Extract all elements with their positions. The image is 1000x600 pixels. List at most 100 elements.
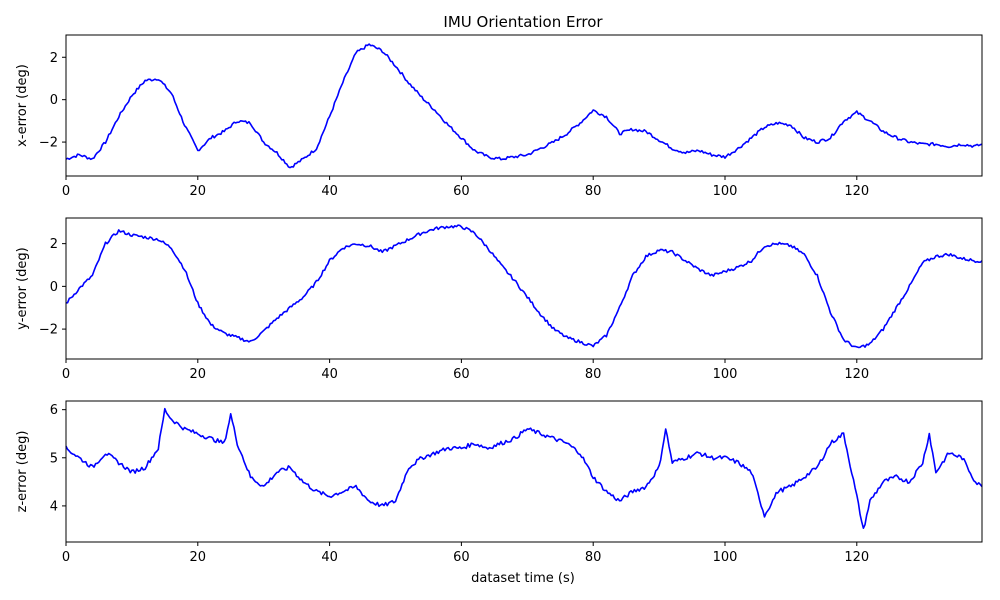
y-axis-label-z: z-error (deg) [15, 431, 30, 513]
data-point-z [250, 476, 252, 478]
data-point-z [540, 433, 542, 435]
data-point-y [447, 226, 449, 228]
data-point-z [579, 452, 581, 454]
x-tick-label: 40 [321, 550, 338, 565]
data-point-z [698, 452, 700, 454]
chart-title: IMU Orientation Error [443, 13, 603, 31]
data-point-z [566, 443, 568, 445]
data-point-z [606, 491, 608, 493]
data-point-y [619, 307, 621, 309]
data-point-x [790, 124, 792, 126]
data-point-y [263, 330, 265, 332]
data-point-y [329, 260, 331, 262]
subplot-z: 0 20 40 60 80 100 120 4 5 6 z-error (deg) [15, 400, 983, 565]
data-point-y [803, 254, 805, 256]
data-point-y [896, 307, 898, 309]
data-point-y [382, 251, 384, 253]
data-point-x [513, 156, 515, 158]
data-point-x [131, 95, 133, 97]
data-point-z [78, 457, 80, 459]
data-point-y [777, 243, 779, 245]
data-point-x [289, 167, 291, 169]
data-point-x [223, 131, 225, 133]
data-point-z [803, 476, 805, 478]
data-point-z [487, 447, 489, 449]
data-point-y [184, 269, 186, 271]
data-point-x [237, 120, 239, 122]
data-point-x [975, 146, 977, 148]
data-point-y [105, 243, 107, 245]
x-axis-label: dataset time (s) [471, 571, 575, 586]
x-tick-label: 60 [453, 367, 470, 382]
x-tick-label: 100 [713, 184, 738, 199]
data-point-z [184, 428, 186, 430]
data-point-y [487, 247, 489, 249]
data-point-x [658, 139, 660, 141]
axes-frame-y [65, 217, 983, 360]
data-point-x [777, 122, 779, 124]
data-point-y [922, 262, 924, 264]
data-point-x [408, 82, 410, 84]
y-axis-label-x: x-error (deg) [15, 64, 30, 147]
data-point-y [751, 260, 753, 262]
data-point-y [685, 260, 687, 262]
data-point-z [92, 467, 94, 469]
x-tick-label: 80 [585, 367, 602, 382]
data-point-y [144, 236, 146, 238]
data-point-y [131, 234, 133, 236]
data-point-y [566, 337, 568, 339]
data-point-x [592, 110, 594, 112]
data-point-z [158, 447, 160, 449]
data-point-z [355, 486, 357, 488]
data-point-x [619, 133, 621, 135]
data-point-y [276, 318, 278, 320]
x-tick-label: 40 [321, 184, 338, 199]
data-point-z [118, 462, 120, 464]
data-point-x [698, 150, 700, 152]
data-point-z [935, 471, 937, 473]
x-tick-label: 120 [844, 367, 869, 382]
data-point-x [342, 82, 344, 84]
y-tick-label: 5 [50, 451, 58, 466]
data-point-x [540, 148, 542, 150]
data-point-x [882, 131, 884, 133]
data-point-y [171, 247, 173, 249]
data-point-y [78, 288, 80, 290]
data-point-x [184, 124, 186, 126]
data-point-z [223, 443, 225, 445]
data-point-z [368, 500, 370, 502]
data-point-x [382, 50, 384, 52]
data-point-x [527, 154, 529, 156]
data-point-z [645, 486, 647, 488]
x-tick-label: 120 [844, 184, 869, 199]
data-point-y [935, 256, 937, 258]
data-point-y [817, 275, 819, 277]
data-point-x [171, 93, 173, 95]
x-tick-label: 20 [190, 184, 207, 199]
x-tick-label: 80 [585, 184, 602, 199]
data-point-x [78, 154, 80, 156]
data-point-z [434, 452, 436, 454]
data-point-z [896, 476, 898, 478]
data-point-y [513, 279, 515, 281]
data-point-y [961, 258, 963, 260]
data-point-y [711, 275, 713, 277]
data-point-x [606, 116, 608, 118]
data-point-x [869, 120, 871, 122]
data-point-z [527, 428, 529, 430]
series-line-y [65, 224, 983, 349]
y-axis-label-y: y-error (deg) [15, 247, 30, 329]
data-point-y [342, 247, 344, 249]
data-point-y [92, 275, 94, 277]
data-point-y [368, 245, 370, 247]
data-point-x [961, 143, 963, 145]
data-point-y [408, 239, 410, 241]
data-point-z [632, 491, 634, 493]
data-point-z [164, 409, 166, 411]
data-point-y [579, 341, 581, 343]
data-point-x [329, 116, 331, 118]
data-point-z [210, 438, 212, 440]
data-point-z [553, 438, 555, 440]
data-point-z [961, 457, 963, 459]
data-point-y [764, 245, 766, 247]
